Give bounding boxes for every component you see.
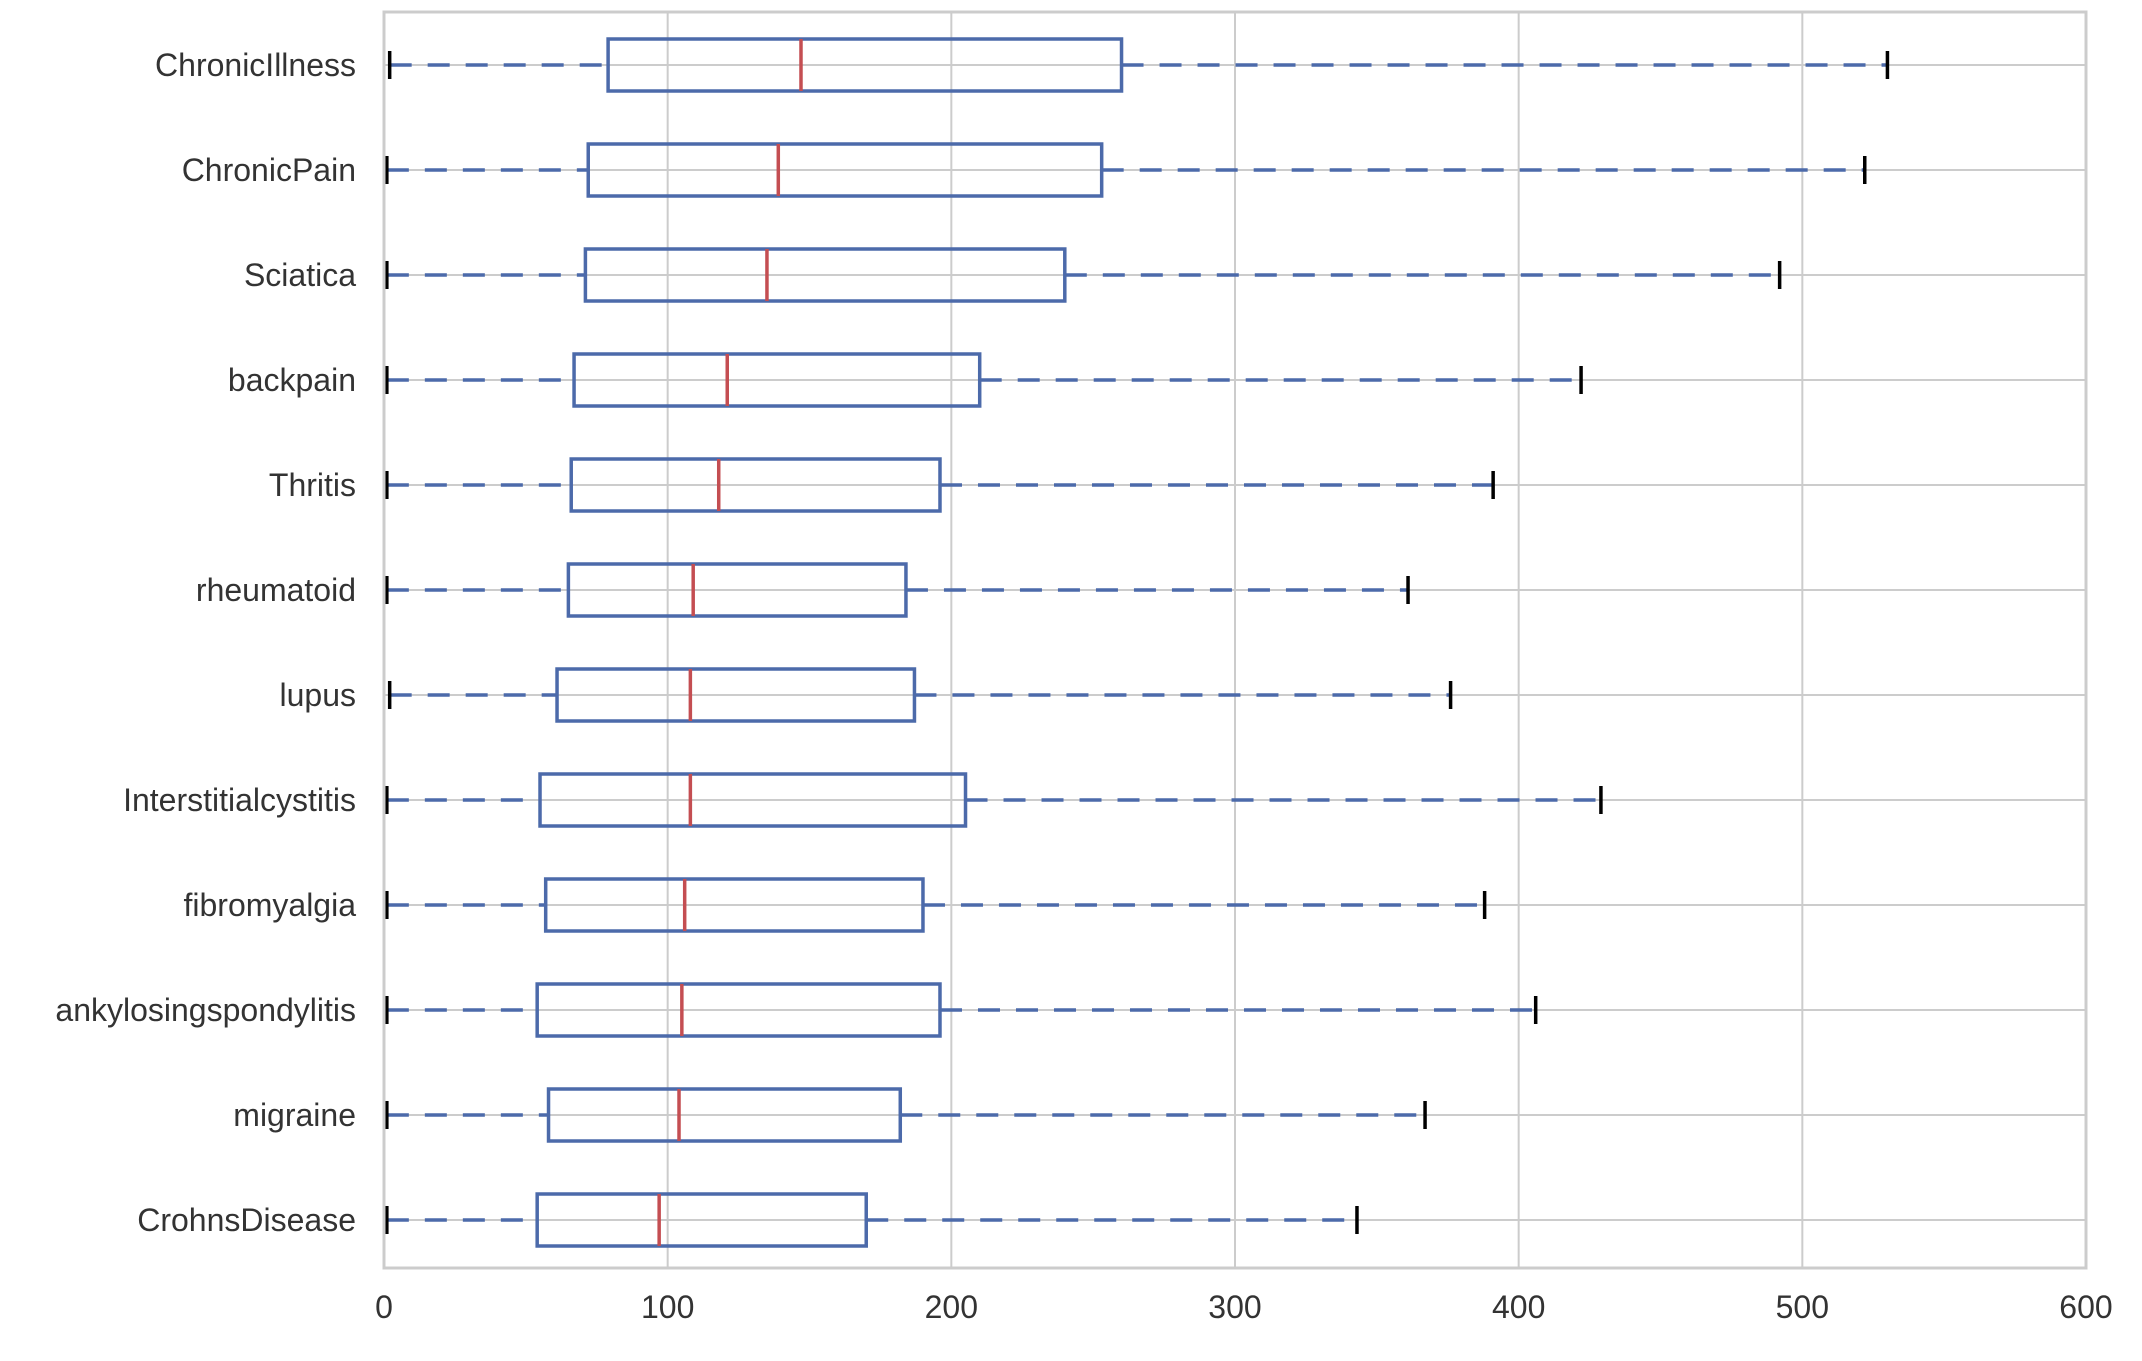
box-iqr [569, 457, 942, 513]
box-group-lupus [387, 667, 1453, 723]
box-iqr [572, 352, 982, 408]
plot-frame [382, 10, 2088, 1270]
y-tick-label: Thritis [269, 467, 356, 503]
y-tick-label: backpain [228, 362, 356, 398]
box-iqr [538, 772, 968, 828]
x-tick-label: 500 [1776, 1289, 1829, 1325]
box-group-Thritis [385, 457, 1495, 513]
box-group-rheumatoid [385, 562, 1410, 618]
x-tick-label: 200 [925, 1289, 978, 1325]
y-tick-label: Sciatica [244, 257, 356, 293]
label-layer: 0 100 200 300 400 500 600 ChronicIllness Chronic… [55, 47, 2112, 1325]
box-group-Interstitialcystitis [385, 772, 1603, 828]
box-iqr [546, 1087, 903, 1143]
grid-layer [383, 12, 2087, 1268]
box-group-ankylosingspondylitis [385, 982, 1538, 1038]
plot-layer [385, 37, 1890, 1248]
y-tick-label: migraine [233, 1097, 356, 1133]
box-group-migraine [385, 1087, 1427, 1143]
box-group-backpain [385, 352, 1583, 408]
x-tick-label: 0 [375, 1289, 393, 1325]
y-tick-label: fibromyalgia [183, 887, 356, 923]
box-iqr [566, 562, 908, 618]
y-tick-label: ankylosingspondylitis [55, 992, 356, 1028]
x-tick-label: 600 [2059, 1289, 2112, 1325]
box-iqr [586, 142, 1104, 198]
y-tick-label: CrohnsDisease [137, 1202, 356, 1238]
y-tick-label: ChronicPain [182, 152, 356, 188]
y-tick-label: lupus [280, 677, 357, 713]
box-iqr [583, 247, 1067, 303]
box-iqr [606, 37, 1124, 93]
y-tick-label: ChronicIllness [155, 47, 356, 83]
box-group-CrohnsDisease [385, 1192, 1359, 1248]
x-tick-label: 400 [1492, 1289, 1545, 1325]
box-iqr [543, 877, 925, 933]
x-tick-label: 300 [1208, 1289, 1261, 1325]
y-tick-label: rheumatoid [196, 572, 356, 608]
y-tick-label: Interstitialcystitis [123, 782, 356, 818]
box-iqr [535, 982, 942, 1038]
box-group-ChronicPain [385, 142, 1867, 198]
box-group-Sciatica [385, 247, 1782, 303]
x-tick-label: 100 [641, 1289, 694, 1325]
box-iqr [555, 667, 917, 723]
box-iqr [535, 1192, 868, 1248]
box-group-fibromyalgia [385, 877, 1487, 933]
frame-layer [382, 10, 2088, 1270]
box-group-ChronicIllness [387, 37, 1890, 93]
